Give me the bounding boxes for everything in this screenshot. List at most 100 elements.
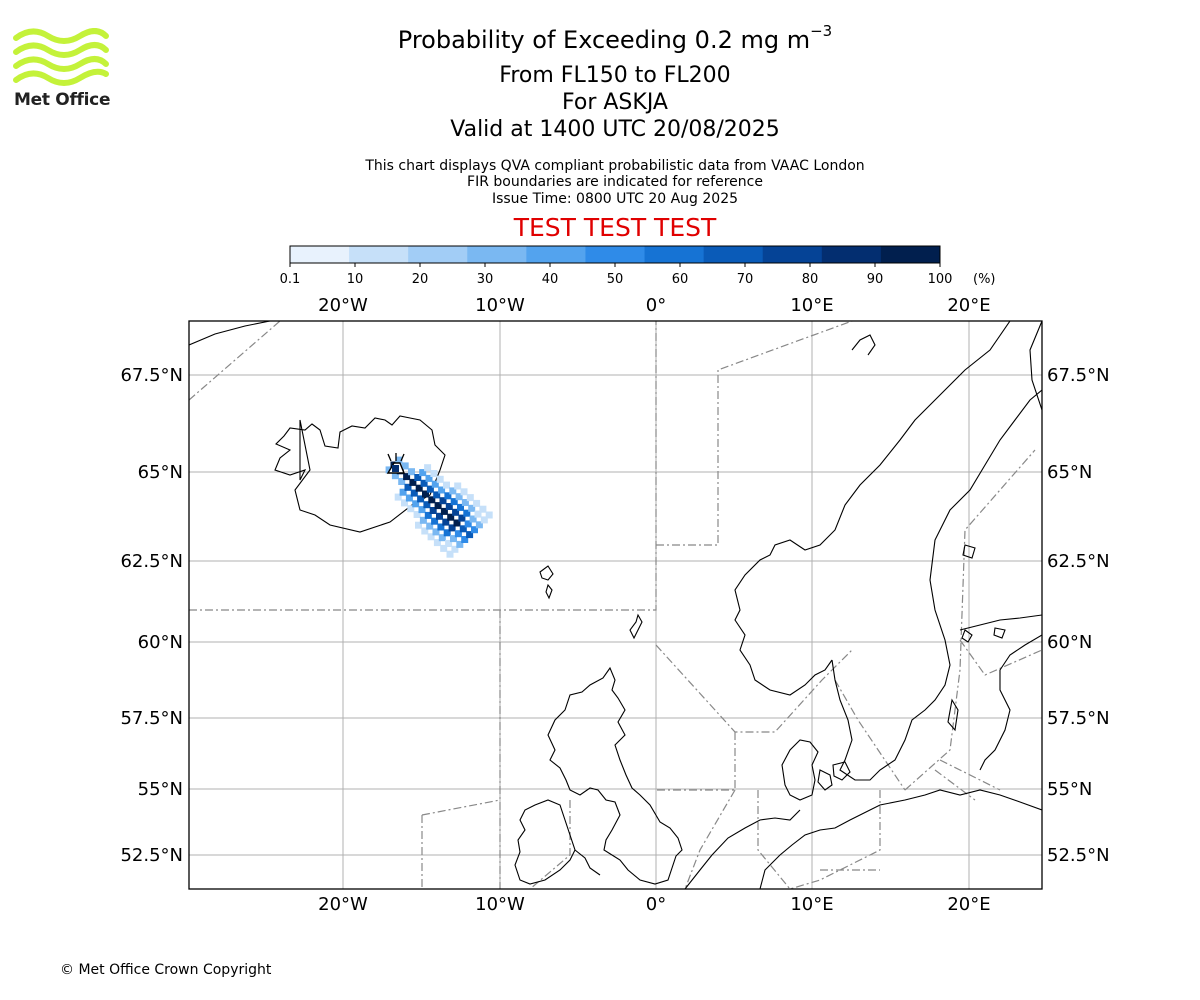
probability-cell [459, 525, 467, 533]
probability-cell [433, 539, 441, 547]
probability-cell [485, 511, 493, 519]
probability-cell [422, 490, 429, 498]
probability-cell [408, 468, 415, 476]
fir-boundaries [189, 321, 1042, 889]
colorbar-segment [821, 246, 882, 263]
colorbar-tick-label: 20 [412, 272, 429, 287]
probability-cell [425, 474, 433, 482]
logo-text: Met Office [14, 90, 111, 110]
volcano-marker [386, 453, 406, 474]
probability-cell [468, 504, 476, 512]
test-banner: TEST TEST TEST [513, 213, 717, 242]
probability-cell [438, 534, 446, 542]
probability-cell [447, 513, 455, 521]
chart-title: Probability of Exceeding 0.2 mg m−3 [397, 22, 833, 54]
probability-cell [438, 486, 446, 494]
lat-label-right: 52.5°N [1047, 845, 1110, 866]
copyright-notice: © Met Office Crown Copyright [60, 962, 272, 978]
probability-cell [440, 507, 448, 515]
probability-cell [436, 475, 444, 483]
colorbar-tick-label: 70 [737, 272, 754, 287]
colorbar-segment [526, 246, 586, 263]
lat-label-right: 65°N [1047, 462, 1092, 483]
probability-cell [443, 529, 451, 537]
probability-cell [444, 492, 452, 500]
lat-label-right: 55°N [1047, 779, 1092, 800]
probability-cell [412, 500, 420, 508]
probability-cell [429, 507, 437, 514]
colorbar-tick-label: 90 [867, 272, 884, 287]
probability-cell [431, 517, 439, 525]
colorbar-tick-label: 0.1 [280, 272, 301, 287]
lon-label-top: 10°W [475, 295, 525, 316]
probability-cell [398, 478, 406, 485]
probability-cell [424, 511, 432, 519]
map-frame [188, 320, 1043, 890]
probability-cell [471, 526, 478, 534]
volcano-vent [392, 465, 399, 472]
colorbar-segment [349, 246, 409, 263]
probability-cell [423, 501, 431, 509]
probability-cell [394, 493, 402, 501]
colorbar-segment [703, 246, 764, 263]
colorbar-tick-label: 30 [477, 272, 494, 287]
probability-cell [434, 502, 442, 510]
colorbar-tick-label: 60 [672, 272, 689, 287]
probability-cell [448, 524, 456, 532]
met-office-logo [13, 28, 109, 86]
level-range: From FL150 to FL200 [499, 63, 731, 88]
colorbar-tick-label: 80 [802, 272, 819, 287]
probability-cell [446, 550, 454, 558]
probability-cell [443, 481, 450, 489]
colorbar-segment [585, 246, 646, 263]
description-line: This chart displays QVA compliant probab… [365, 158, 865, 174]
probability-cell [410, 489, 418, 497]
probability-cell [415, 521, 422, 529]
probability-cell [421, 527, 429, 535]
probability-cell [409, 478, 417, 486]
lat-label-right: 62.5°N [1047, 551, 1110, 572]
probability-cell [442, 518, 450, 526]
probability-cell [405, 494, 413, 502]
probability-cell [460, 488, 468, 496]
probability-cell [404, 483, 412, 491]
coastlines [189, 321, 1042, 889]
probability-cell [466, 531, 474, 539]
probability-cell [419, 469, 427, 477]
probability-cell [450, 535, 457, 543]
probability-cell [445, 503, 453, 510]
probability-cell [395, 456, 403, 464]
probability-cell [419, 516, 427, 524]
probability-cell [445, 540, 453, 547]
probability-cell [461, 536, 469, 543]
probability-cell [432, 528, 440, 536]
probability-cell [436, 512, 443, 520]
probability-cell [473, 499, 481, 507]
colorbar-tick-label: 40 [542, 272, 559, 287]
lat-label-left: 62.5°N [120, 551, 183, 572]
probability-cell [391, 472, 399, 480]
probability-cell [407, 505, 415, 513]
lon-label-bottom: 20°E [947, 894, 990, 915]
issue-time: Issue Time: 0800 UTC 20 Aug 2025 [491, 191, 739, 207]
lat-label-left: 55°N [138, 779, 183, 800]
probability-cell [428, 496, 436, 504]
lat-label-right: 60°N [1047, 632, 1092, 653]
lat-label-right: 57.5°N [1047, 708, 1110, 729]
probability-cell [415, 484, 423, 492]
lat-label-left: 52.5°N [120, 845, 183, 866]
probability-cell [414, 474, 422, 481]
probability-cell [452, 508, 460, 516]
probability-cell [427, 533, 435, 541]
probability-cell [451, 545, 459, 553]
lon-label-bottom: 10°E [790, 894, 833, 915]
probability-cell [417, 495, 425, 503]
colorbar-segment [644, 246, 705, 263]
colorbar-unit: (%) [973, 272, 996, 287]
lon-label-top: 0° [646, 295, 666, 316]
lat-label-left: 65°N [138, 462, 183, 483]
probability-cell [474, 510, 482, 518]
colorbar-tick-label: 10 [347, 272, 364, 287]
colorbar: 0.1 10 20 30 40 50 60 70 80 90 100 (%) [280, 245, 996, 287]
probability-cell [413, 511, 421, 518]
